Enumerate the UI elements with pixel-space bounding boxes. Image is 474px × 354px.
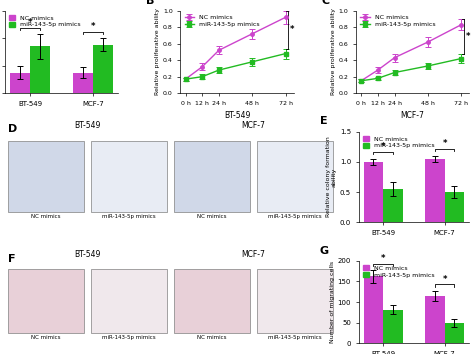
Text: miR-143-5p mimics: miR-143-5p mimics	[102, 335, 156, 340]
Bar	[425, 159, 445, 222]
Text: *: *	[91, 22, 95, 31]
Text: NC mimics: NC mimics	[31, 214, 61, 219]
Legend: NC mimics, miR-143-5p mimics: NC mimics, miR-143-5p mimics	[183, 14, 261, 28]
FancyBboxPatch shape	[8, 141, 84, 211]
Text: B: B	[146, 0, 155, 6]
FancyBboxPatch shape	[257, 269, 333, 333]
Y-axis label: Relative proliferative ability: Relative proliferative ability	[155, 8, 160, 96]
Text: *: *	[290, 25, 294, 34]
Bar	[93, 45, 113, 93]
Text: BT-549: BT-549	[74, 121, 101, 130]
Text: BT-549: BT-549	[74, 250, 101, 259]
Legend: NC mimics, miR-143-5p mimics: NC mimics, miR-143-5p mimics	[359, 14, 437, 28]
Legend: NC mimics, miR-143-5p mimics: NC mimics, miR-143-5p mimics	[8, 14, 82, 29]
FancyBboxPatch shape	[8, 269, 84, 333]
Text: G: G	[320, 246, 329, 256]
Text: NC mimics: NC mimics	[31, 335, 61, 340]
Bar	[10, 73, 30, 93]
Bar	[30, 46, 50, 93]
Text: *: *	[465, 32, 470, 41]
Y-axis label: Relative colony formation
ability: Relative colony formation ability	[326, 137, 337, 217]
Text: F: F	[8, 254, 16, 264]
Text: D: D	[8, 124, 18, 134]
Text: miR-143-5p mimics: miR-143-5p mimics	[102, 214, 156, 219]
Text: *: *	[442, 274, 447, 284]
X-axis label: BT-549: BT-549	[224, 112, 250, 120]
Bar	[364, 276, 383, 343]
Bar	[445, 323, 464, 343]
Text: C: C	[322, 0, 330, 6]
FancyBboxPatch shape	[91, 141, 167, 211]
Bar	[425, 296, 445, 343]
Bar	[383, 189, 403, 222]
X-axis label: MCF-7: MCF-7	[401, 112, 425, 120]
FancyBboxPatch shape	[257, 141, 333, 211]
Bar	[73, 73, 93, 93]
Text: NC mimics: NC mimics	[197, 335, 227, 340]
Text: miR-143-5p mimics: miR-143-5p mimics	[268, 214, 322, 219]
Legend: NC mimics, miR-143-5p mimics: NC mimics, miR-143-5p mimics	[362, 135, 436, 150]
Text: NC mimics: NC mimics	[197, 214, 227, 219]
Y-axis label: Number of migrating cells: Number of migrating cells	[330, 261, 335, 343]
Text: E: E	[320, 116, 328, 126]
Y-axis label: Relative proliferative ability: Relative proliferative ability	[331, 8, 336, 96]
Text: *: *	[381, 142, 385, 151]
FancyBboxPatch shape	[91, 269, 167, 333]
Bar	[445, 192, 464, 222]
Text: MCF-7: MCF-7	[242, 121, 265, 130]
Text: miR-143-5p mimics: miR-143-5p mimics	[268, 335, 322, 340]
Bar	[364, 162, 383, 222]
Legend: NC mimics, miR-143-5p mimics: NC mimics, miR-143-5p mimics	[362, 264, 436, 279]
FancyBboxPatch shape	[174, 141, 250, 211]
Bar	[383, 309, 403, 343]
Text: MCF-7: MCF-7	[242, 250, 265, 259]
Text: *: *	[381, 254, 385, 263]
Text: *: *	[28, 18, 32, 27]
FancyBboxPatch shape	[174, 269, 250, 333]
Text: *: *	[442, 139, 447, 148]
